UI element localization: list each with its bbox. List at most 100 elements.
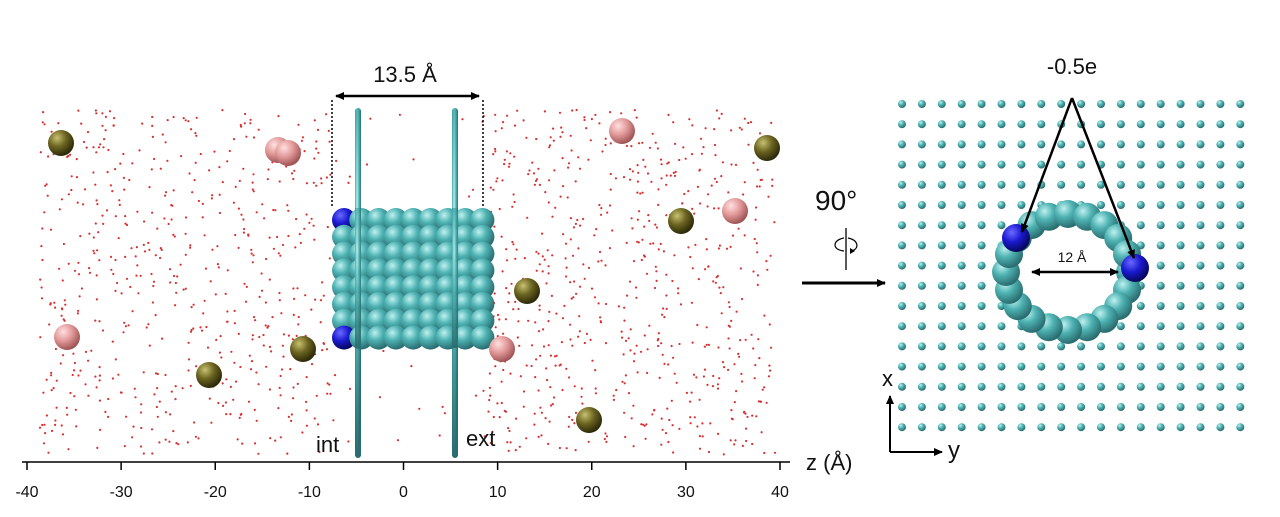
- carbon-atom: [332, 258, 356, 283]
- membrane-atom: [997, 362, 1006, 371]
- water-dot: [193, 179, 196, 182]
- water-dot: [654, 141, 657, 144]
- water-dot: [240, 125, 243, 128]
- water-dot: [396, 439, 400, 442]
- water-dot: [168, 440, 171, 443]
- water-dot: [97, 231, 100, 234]
- water-dot: [94, 109, 97, 112]
- water-dot: [382, 349, 385, 353]
- water-dot: [328, 383, 331, 386]
- water-dot: [581, 402, 584, 405]
- membrane-atom: [1236, 221, 1245, 230]
- water-dot: [123, 445, 126, 448]
- water-dot: [77, 109, 80, 112]
- water-dot: [628, 280, 632, 283]
- water-dot: [151, 301, 154, 304]
- membrane-atom: [1176, 180, 1185, 189]
- water-dot: [245, 285, 248, 288]
- membrane-atom: [977, 322, 986, 331]
- water-dot: [753, 377, 756, 380]
- membrane-atom: [1017, 140, 1026, 149]
- water-dot: [541, 270, 544, 273]
- water-dot: [39, 336, 42, 339]
- water-dot: [689, 255, 692, 259]
- membrane-atom: [1216, 140, 1225, 149]
- water-dot: [70, 175, 73, 178]
- water-dot: [552, 139, 555, 142]
- water-dot: [92, 171, 95, 174]
- water-dot: [124, 325, 127, 328]
- water-dot: [201, 216, 204, 219]
- water-dot: [153, 393, 156, 396]
- membrane-atom: [997, 423, 1006, 432]
- nanotube-side-view: [332, 208, 495, 350]
- water-dot: [43, 123, 46, 126]
- water-dot: [632, 260, 636, 263]
- water-dot: [625, 144, 629, 147]
- membrane-atom: [1236, 261, 1245, 270]
- membrane-atom: [1017, 382, 1026, 391]
- water-dot: [739, 267, 743, 270]
- water-dot: [325, 113, 328, 116]
- water-dot: [74, 408, 77, 411]
- water-dot: [156, 372, 159, 376]
- water-dot: [609, 204, 612, 207]
- water-dot: [151, 115, 154, 119]
- water-dot: [636, 240, 639, 243]
- water-dot: [117, 373, 120, 376]
- water-dot: [229, 385, 232, 388]
- water-dot: [242, 167, 245, 170]
- carbon-atom: [453, 208, 478, 232]
- water-dot: [239, 413, 242, 416]
- water-dot: [224, 401, 227, 404]
- membrane-atom: [1097, 362, 1105, 371]
- membrane-atom: [1057, 342, 1066, 351]
- membrane-atom: [937, 180, 946, 189]
- water-dot: [756, 283, 759, 286]
- water-dot: [752, 347, 755, 350]
- water-dot: [578, 285, 582, 288]
- membrane-atom: [997, 322, 1006, 331]
- membrane-atom: [997, 180, 1006, 189]
- water-dot: [569, 238, 572, 241]
- water-dot: [612, 398, 616, 401]
- water-dot: [714, 281, 717, 284]
- water-dot: [504, 410, 508, 413]
- water-dot: [492, 153, 495, 156]
- membrane-atom: [1176, 160, 1185, 169]
- water-dot: [152, 280, 156, 283]
- carbon-atom: [383, 292, 408, 316]
- water-dot: [695, 376, 698, 379]
- water-dot: [156, 415, 159, 418]
- membrane-atom: [1077, 423, 1086, 432]
- carbon-atom: [453, 224, 478, 249]
- water-dot: [580, 395, 583, 398]
- water-dot: [290, 413, 293, 416]
- water-dot: [297, 323, 300, 326]
- water-dot: [487, 410, 490, 413]
- nanotube-top-view: [992, 200, 1149, 344]
- water-dot: [291, 338, 294, 341]
- membrane-atom: [1236, 201, 1245, 209]
- water-dot: [365, 163, 369, 166]
- water-dot: [494, 113, 497, 116]
- membrane-atom: [1216, 221, 1225, 230]
- water-dot: [733, 401, 736, 404]
- water-dot: [143, 220, 146, 223]
- water-dot: [722, 453, 725, 456]
- water-dot: [123, 188, 126, 191]
- water-dot: [768, 364, 771, 367]
- water-dot: [690, 153, 694, 156]
- water-dot: [537, 389, 540, 392]
- water-dot: [660, 163, 663, 166]
- water-dot: [727, 191, 730, 194]
- anion-sphere: [54, 324, 80, 350]
- water-dot: [633, 352, 636, 355]
- carbon-atom: [366, 208, 391, 232]
- water-dot: [101, 329, 105, 332]
- water-dot: [318, 450, 321, 454]
- water-dot: [122, 152, 125, 156]
- water-dot: [594, 392, 598, 395]
- water-dot: [566, 196, 569, 199]
- water-dot: [63, 299, 66, 302]
